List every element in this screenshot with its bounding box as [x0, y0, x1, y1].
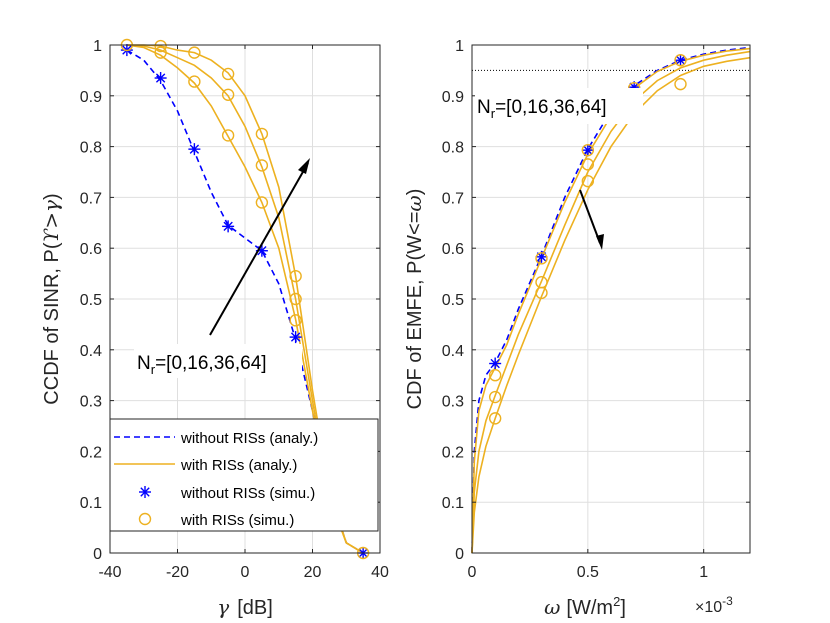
left-legend: without RISs (analy.) with RISs (analy.)…: [109, 418, 379, 532]
circle-marker: [535, 286, 548, 300]
legend-asterisk-icon: [139, 486, 151, 498]
y-tick-label: 0.7: [442, 190, 464, 207]
asterisk-marker: [289, 331, 302, 344]
right-annotation-label: Nr=[0,16,36,64]: [475, 88, 643, 124]
right-xlabel: ω [W/m2]: [544, 594, 626, 619]
y-tick-label: 0.1: [80, 495, 102, 512]
legend-label-2: without RISs (simu.): [180, 485, 315, 502]
asterisk-marker: [581, 144, 594, 157]
circle-marker: [581, 174, 595, 188]
y-tick-label: 0.9: [442, 89, 464, 106]
y-tick-label: 1: [455, 38, 464, 55]
y-tick-label: 0.9: [80, 89, 102, 106]
x-tick-label: -40: [98, 564, 121, 581]
legend-entry-without-ris-simu: without RISs (simu.): [139, 485, 315, 502]
x-tick-label: 20: [304, 564, 322, 581]
right-chart-cdf-emfe: 0 0.5 1 0 0.1 0.2 0.3 0.4 0.5 0.6 0.7 0.8 0.9 1 CDF o…: [402, 38, 751, 619]
left-annotation-text: Nr=[0,16,36,64]: [137, 353, 267, 377]
y-tick-label: 0.8: [80, 140, 102, 157]
y-tick-label: 0.6: [80, 241, 102, 258]
legend-label-3: with RISs (simu.): [180, 512, 294, 529]
circle-marker: [255, 159, 269, 172]
circle-marker: [255, 196, 269, 209]
legend-label-1: with RISs (analy.): [180, 457, 297, 474]
circle-marker: [581, 158, 595, 171]
y-tick-label: 0.2: [442, 444, 464, 461]
legend-entry-without-ris-analy: without RISs (analy.): [114, 430, 318, 447]
asterisk-marker: [674, 54, 687, 67]
series-line: [471, 50, 751, 554]
circle-marker: [188, 46, 201, 59]
legend-asterisk-mark: [139, 486, 151, 498]
right-x-exponent: ×10-3: [695, 594, 733, 616]
y-tick-label: 0.7: [80, 190, 102, 207]
circle-marker: [488, 390, 502, 404]
circle-marker: [289, 269, 302, 283]
right-annotation-bg: [475, 88, 643, 124]
left-annotation-arrow-line: [209, 162, 309, 336]
left-ylabel: CCDF of SINR, P(ϒ>γ): [39, 193, 63, 404]
right-ylabel: CDF of EMFE, P(W<=ω): [402, 189, 426, 410]
y-tick-label: 0: [93, 546, 102, 563]
right-axes-box: [471, 44, 751, 554]
circle-marker: [289, 314, 302, 327]
y-tick-label: 0.4: [80, 343, 102, 360]
circle-marker: [674, 54, 687, 67]
y-tick-label: 0.2: [80, 444, 102, 461]
asterisk-marker: [489, 357, 502, 370]
asterisk-marker: [188, 143, 201, 156]
y-tick-label: 0.1: [442, 495, 464, 512]
asterisk-marker: [222, 220, 235, 233]
y-tick-label: 0.3: [80, 394, 102, 411]
x-tick-label: -20: [166, 564, 189, 581]
left-chart-ccdf-sinr: -40 -20 0 20 40 0 0.1 0.2 0.3 0.4 0.5 0.6 0.7 0.8 0.9 1…: [39, 38, 389, 619]
circle-marker: [154, 46, 167, 59]
y-tick-label: 0: [455, 546, 464, 563]
y-tick-label: 0.6: [442, 241, 464, 258]
circle-marker: [289, 292, 302, 306]
circle-marker: [581, 143, 595, 157]
y-tick-label: 0.5: [80, 292, 102, 309]
circle-marker: [221, 88, 235, 101]
left-annotation-label: Nr=[0,16,36,64]: [134, 344, 302, 378]
circle-marker: [255, 127, 269, 141]
asterisk-marker: [154, 72, 167, 85]
circle-marker: [674, 77, 687, 91]
left-ticks: -40 -20 0 20 40 0 0.1 0.2 0.3 0.4 0.5 0.6 0.7 0.8 0.9 1: [80, 38, 389, 581]
circle-marker: [221, 129, 235, 142]
circle-marker: [488, 412, 502, 425]
left-axes-box: [109, 44, 381, 554]
circle-marker: [154, 39, 167, 53]
y-tick-label: 0.3: [442, 394, 464, 411]
left-annotation-arrow-head: [298, 158, 310, 174]
circle-marker: [535, 252, 548, 265]
right-annotation-arrow-head: [596, 234, 604, 250]
legend-circle-icon: [138, 512, 152, 526]
y-tick-label: 0.5: [442, 292, 464, 309]
left-annotation-bg: [134, 344, 302, 378]
legend-entry-with-ris-analy: with RISs (analy.): [114, 457, 297, 474]
y-tick-label: 1: [93, 38, 102, 55]
circle-marker: [188, 75, 201, 88]
x-tick-label: 1: [699, 564, 708, 581]
right-ticks: 0 0.5 1 0 0.1 0.2 0.3 0.4 0.5 0.6 0.7 0.8 0.9 1: [442, 38, 750, 581]
series-line: [471, 56, 751, 554]
series-line: [471, 47, 751, 554]
left-xlabel: γ [dB]: [217, 595, 273, 619]
x-tick-label: 0: [241, 564, 250, 581]
series-line: [471, 46, 751, 554]
x-tick-label: 40: [371, 564, 389, 581]
x-tick-label: 0.5: [577, 564, 599, 581]
legend-label-0: without RISs (analy.): [180, 430, 318, 447]
y-tick-label: 0.8: [442, 140, 464, 157]
y-tick-label: 0.4: [442, 343, 464, 360]
legend-entry-with-ris-simu: with RISs (simu.): [138, 512, 294, 529]
circle-marker: [221, 67, 235, 81]
circle-marker: [488, 369, 502, 382]
right-annotation-arrow-line: [579, 189, 601, 244]
right-annotation-text: Nr=[0,16,36,64]: [477, 97, 607, 121]
x-tick-label: 0: [468, 564, 477, 581]
